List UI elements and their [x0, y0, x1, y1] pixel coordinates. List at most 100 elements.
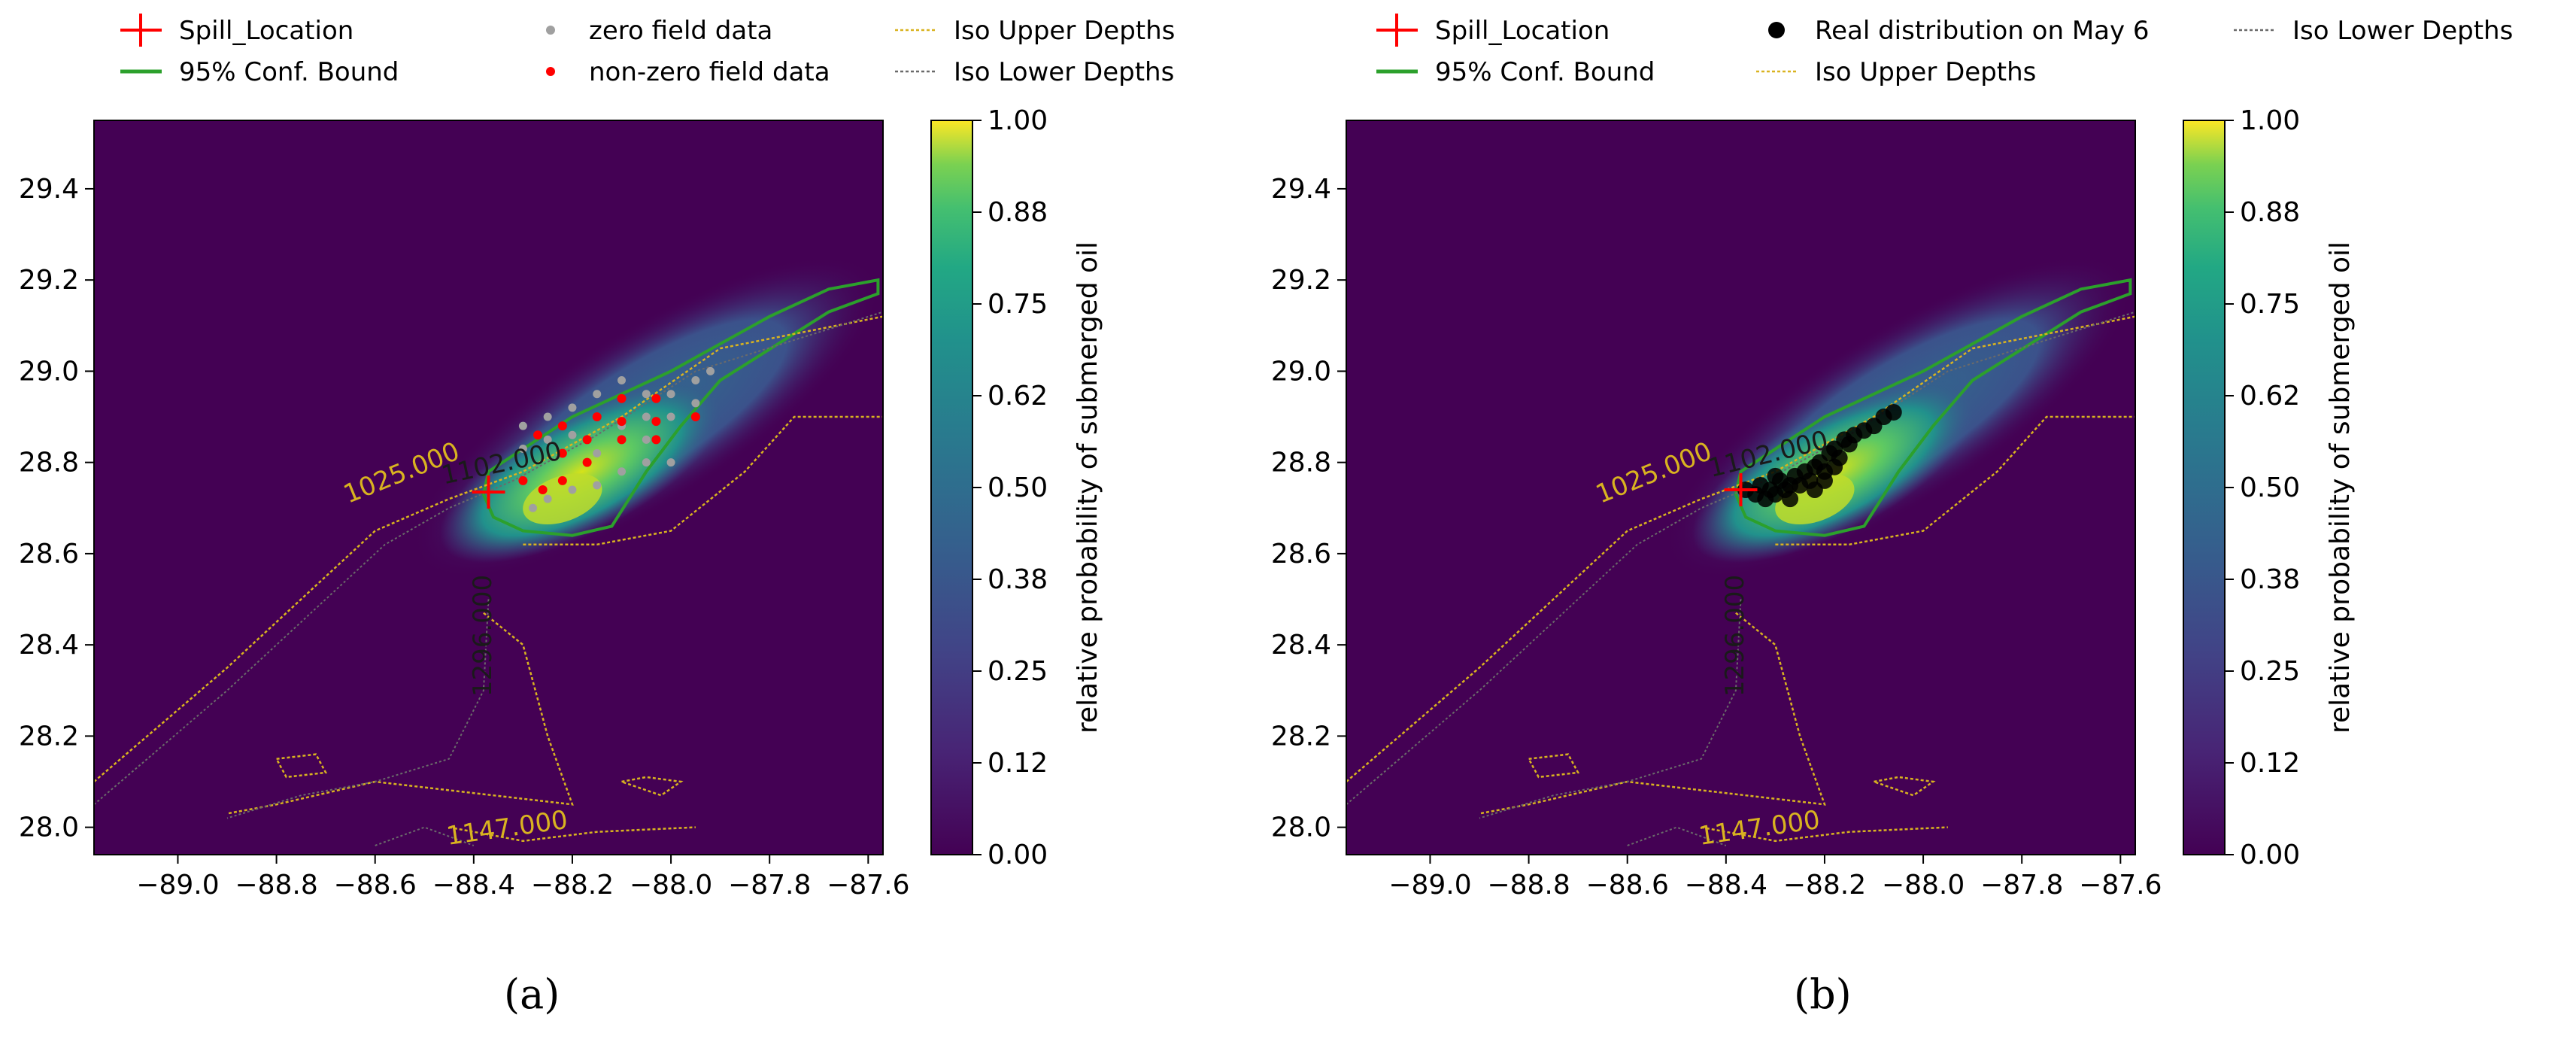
- real-distribution-point-25: [1767, 467, 1784, 485]
- legend-label: Iso Upper Depths: [954, 16, 1175, 46]
- colorbar: 0.00 0.12 0.25 0.38 0.50 0.62 0.75 0.88 1.00 rela…: [2183, 105, 2356, 870]
- colorbar-tick-label-1: 0.12: [988, 748, 1048, 779]
- x-tick-label-0: −89.0: [1388, 870, 1471, 901]
- nonzero-field-point-2: [592, 412, 602, 422]
- y-tick-label-1: 28.2: [19, 721, 79, 752]
- legend-item-3: 95% Conf. Bound: [120, 57, 399, 87]
- x-tick-label-3: −88.4: [1685, 870, 1767, 901]
- colorbar-tick-label-2: 0.25: [988, 656, 1048, 687]
- x-tick-label-4: −88.2: [531, 870, 614, 901]
- legend-label: 95% Conf. Bound: [1435, 57, 1655, 87]
- zero-field-point-4: [617, 376, 627, 385]
- y-tick-label-4: 28.8: [1271, 448, 1331, 478]
- y-tick-label-2: 28.4: [19, 630, 79, 661]
- legend-item-2: Iso Upper Depths: [895, 16, 1175, 46]
- x-tick-label-7: −87.6: [2079, 870, 2162, 901]
- legend-label: Iso Upper Depths: [1815, 57, 2036, 87]
- nonzero-field-point-0: [617, 393, 627, 403]
- iso-lower-contour-2: [1627, 826, 1727, 846]
- colorbar-tick-label-0: 0.00: [988, 840, 1048, 870]
- iso-upper-contour-1: [226, 612, 574, 815]
- x-tick-label-7: −87.6: [827, 870, 909, 901]
- legend-label: Iso Lower Depths: [2292, 16, 2513, 46]
- y-tick-label-0: 28.0: [19, 813, 79, 843]
- colorbar-tick-label-6: 0.75: [988, 289, 1048, 320]
- real-distribution-point-24: [1885, 403, 1902, 421]
- x-tick-label-6: −87.8: [1980, 870, 2063, 901]
- zero-field-point-22: [529, 503, 538, 512]
- y-tick-label-6: 29.2: [1271, 265, 1331, 296]
- y-tick-label-7: 29.4: [1271, 174, 1331, 205]
- colorbar-tick-label-4: 0.50: [988, 472, 1048, 503]
- legend: Spill_Location zero field data Iso Upper D…: [120, 14, 1175, 87]
- legend-item-3: 95% Conf. Bound: [1376, 57, 1655, 87]
- confidence-bound: [481, 278, 880, 537]
- iso-upper-contour-1: [1479, 612, 1826, 815]
- panel-label-a: (a): [504, 971, 560, 1018]
- iso-upper-contour-3: [1528, 753, 1580, 779]
- x-tick-label-1: −88.8: [235, 870, 317, 901]
- y-tick-label-0: 28.0: [1271, 813, 1331, 843]
- legend-item-1: zero field data: [546, 16, 772, 46]
- nonzero-field-point-9: [617, 435, 627, 445]
- real-distribution-point-26: [1782, 491, 1799, 508]
- contour-label-2: 1296.000: [1720, 575, 1750, 697]
- colorbar: 0.00 0.12 0.25 0.38 0.50 0.62 0.75 0.88 1.00 rela…: [930, 105, 1103, 870]
- legend-item-2: Iso Lower Depths: [2234, 16, 2513, 46]
- colorbar-tick-label-2: 0.25: [2240, 656, 2300, 687]
- nonzero-field-point-14: [557, 475, 567, 485]
- zero-field-point-19: [593, 481, 602, 490]
- zero-field-point-5: [593, 390, 602, 399]
- y-tick-label-2: 28.4: [1271, 630, 1331, 661]
- zero-field-point-16: [642, 458, 651, 467]
- y-tick-label-5: 29.0: [1271, 356, 1331, 387]
- zero-field-point-10: [666, 412, 675, 421]
- zero-field-point-20: [568, 485, 577, 494]
- legend-label: Spill_Location: [1435, 16, 1610, 46]
- zero-field-point-24: [593, 449, 602, 458]
- colorbar-tick-label-5: 0.62: [2240, 381, 2300, 412]
- legend-label: non-zero field data: [589, 57, 830, 87]
- zero-field-point-2: [691, 376, 700, 385]
- colorbar-tick-label-7: 0.88: [2240, 197, 2300, 228]
- nonzero-field-point-7: [533, 430, 543, 440]
- real-distribution-point-28: [1816, 472, 1833, 489]
- legend-label: Spill_Location: [179, 16, 353, 46]
- nonzero-field-point-5: [690, 412, 700, 422]
- zero-field-point-11: [691, 399, 700, 408]
- nonzero-field-point-1: [651, 393, 661, 403]
- iso-upper-contour-0: [1346, 315, 2135, 782]
- legend-item-0: Spill_Location: [120, 14, 353, 47]
- colorbar-tick-label-7: 0.88: [988, 197, 1048, 228]
- y-tick-label-1: 28.2: [1271, 721, 1331, 752]
- plume-core: [439, 380, 725, 564]
- iso-upper-contour-3: [275, 753, 328, 779]
- legend: Spill_Location Real distribution on May 6…: [1376, 14, 2513, 87]
- colorbar-tick-label-8: 1.00: [2240, 105, 2300, 136]
- x-tick-label-6: −87.8: [728, 870, 811, 901]
- iso-upper-contour-5: [1701, 826, 1948, 843]
- y-tick-label-3: 28.6: [1271, 539, 1331, 570]
- zero-field-point-1: [666, 390, 675, 399]
- plot-frame: [1346, 120, 2136, 855]
- panel-label-b: (b): [1794, 971, 1852, 1018]
- nonzero-field-point-13: [518, 475, 528, 485]
- colorbar-label: relative probability of submerged oil: [1073, 242, 1103, 734]
- colorbar-tick-label-0: 0.00: [2240, 840, 2300, 870]
- colorbar-gradient: [930, 120, 973, 855]
- x-tick-label-5: −88.0: [630, 870, 712, 901]
- colorbar-tick-label-1: 0.12: [2240, 748, 2300, 779]
- y-tick-label-5: 29.0: [19, 356, 79, 387]
- legend-item-0: Spill_Location: [1376, 14, 1610, 47]
- x-tick-label-4: −88.2: [1783, 870, 1866, 901]
- zero-field-point-0: [642, 390, 651, 399]
- contour-label-2: 1296.000: [468, 575, 498, 697]
- zero-field-point-15: [518, 444, 527, 453]
- zero-field-point-6: [568, 403, 577, 412]
- nonzero-field-point-4: [651, 417, 661, 427]
- legend-swatch-dot: [546, 26, 555, 35]
- zero-field-point-9: [642, 412, 651, 421]
- zero-field-point-13: [568, 430, 577, 439]
